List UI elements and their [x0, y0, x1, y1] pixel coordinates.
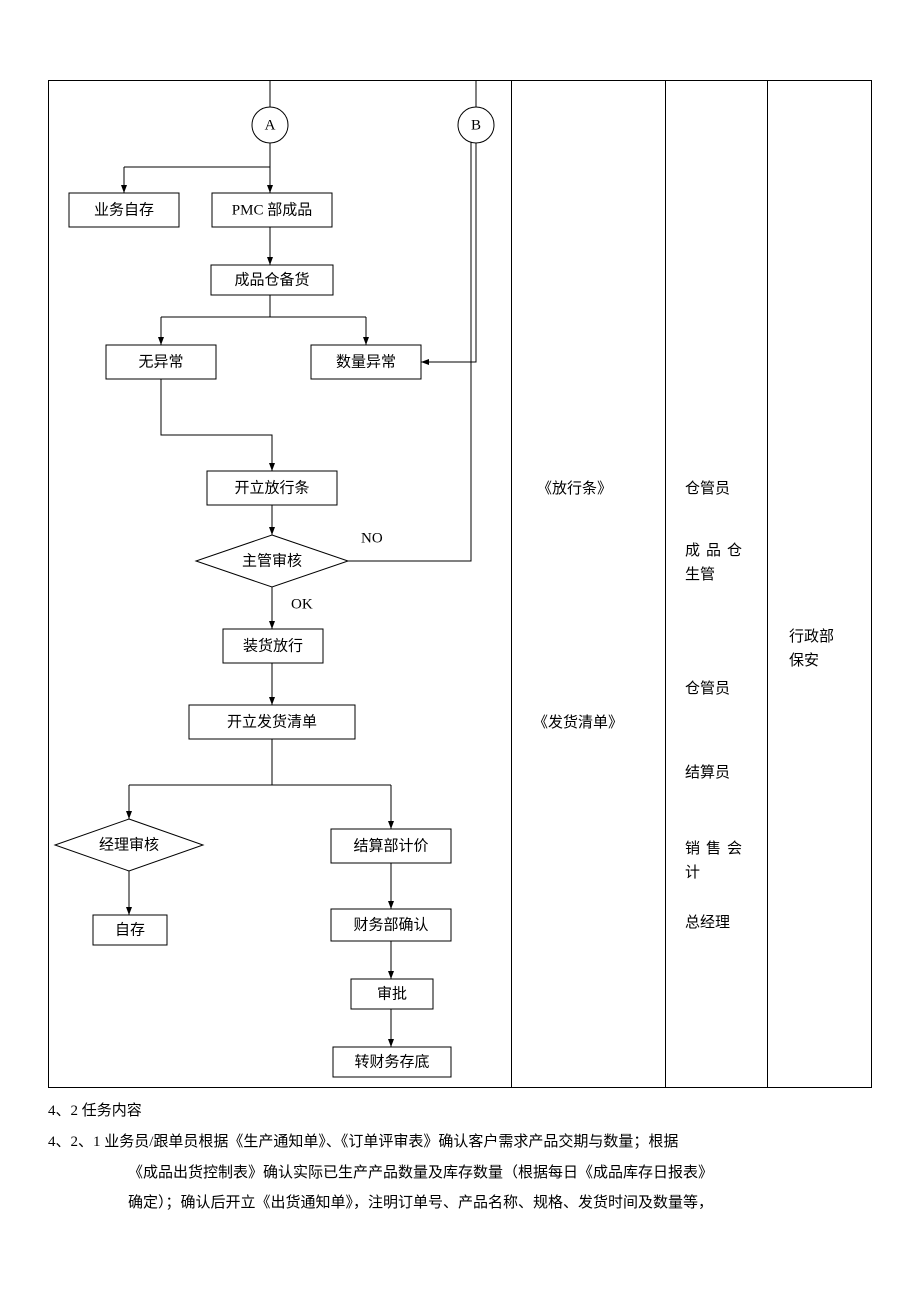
svg-text:经理审核: 经理审核: [99, 836, 159, 853]
svg-text:转财务存底: 转财务存底: [354, 1053, 429, 1070]
svg-text:成品仓备货: 成品仓备货: [234, 271, 309, 288]
svg-text:结算部计价: 结算部计价: [353, 836, 428, 854]
svg-text:A: A: [265, 117, 276, 133]
diagram-container: A B 业务自存 PMC 部成品成品仓备货无异常 数量异常开立放行条主管审核装货放行开立…: [48, 80, 872, 1088]
body-text: 4、2 任务内容 4、2、1 业务员/跟单员根据《生产通知单》、《订单评审表》确…: [48, 1096, 872, 1219]
role-sales-acct-b: 计: [685, 861, 700, 885]
flowchart-svg: A B 业务自存 PMC 部成品成品仓备货无异常 数量异常开立放行条主管审核装货放行开立…: [49, 81, 873, 1089]
svg-text:装货放行: 装货放行: [243, 637, 303, 654]
role-prod-mgmt-a: 成品仓: [685, 539, 748, 563]
svg-text:PMC 部成品: PMC 部成品: [232, 201, 312, 218]
svg-text:业务自存: 业务自存: [94, 201, 154, 218]
heading-4-2: 4、2 任务内容: [48, 1096, 872, 1127]
page: A B 业务自存 PMC 部成品成品仓备货无异常 数量异常开立放行条主管审核装货放行开立…: [0, 80, 920, 1219]
role-warehouse-1: 仓管员: [685, 477, 730, 501]
svg-text:财务部确认: 财务部确认: [353, 916, 428, 933]
svg-text:OK: OK: [291, 596, 313, 612]
svg-text:NO: NO: [361, 530, 383, 546]
role-settlement: 结算员: [685, 761, 730, 785]
svg-text:开立发货清单: 开立发货清单: [227, 713, 317, 730]
svg-text:开立放行条: 开立放行条: [234, 479, 309, 496]
para-line-3: 确定）；确认后开立《出货通知单》，注明订单号、产品名称、规格、发货时间及数量等，: [48, 1188, 872, 1219]
doc-delivery-list: 《发货清单》: [533, 711, 623, 735]
role-warehouse-2: 仓管员: [685, 677, 730, 701]
para-line-1: 4、2、1 业务员/跟单员根据《生产通知单》、《订单评审表》确认客户需求产品交期…: [48, 1127, 872, 1158]
para-line-2: 《成品出货控制表》确认实际已生产产品数量及库存数量（根据每日《成品库存日报表》: [48, 1158, 872, 1189]
role-prod-mgmt-b: 生管: [685, 563, 715, 587]
svg-text:审批: 审批: [377, 985, 407, 1002]
svg-text:主管审核: 主管审核: [242, 552, 302, 569]
right-security: 保安: [789, 649, 819, 673]
svg-text:无异常: 无异常: [138, 353, 183, 370]
right-admin: 行政部: [789, 625, 834, 649]
svg-text:数量异常: 数量异常: [336, 353, 396, 370]
svg-text:B: B: [471, 117, 481, 133]
doc-release-slip: 《放行条》: [537, 477, 612, 501]
svg-text:自存: 自存: [115, 921, 145, 938]
role-sales-acct-a: 销售会: [685, 837, 748, 861]
role-gm: 总经理: [685, 911, 730, 935]
